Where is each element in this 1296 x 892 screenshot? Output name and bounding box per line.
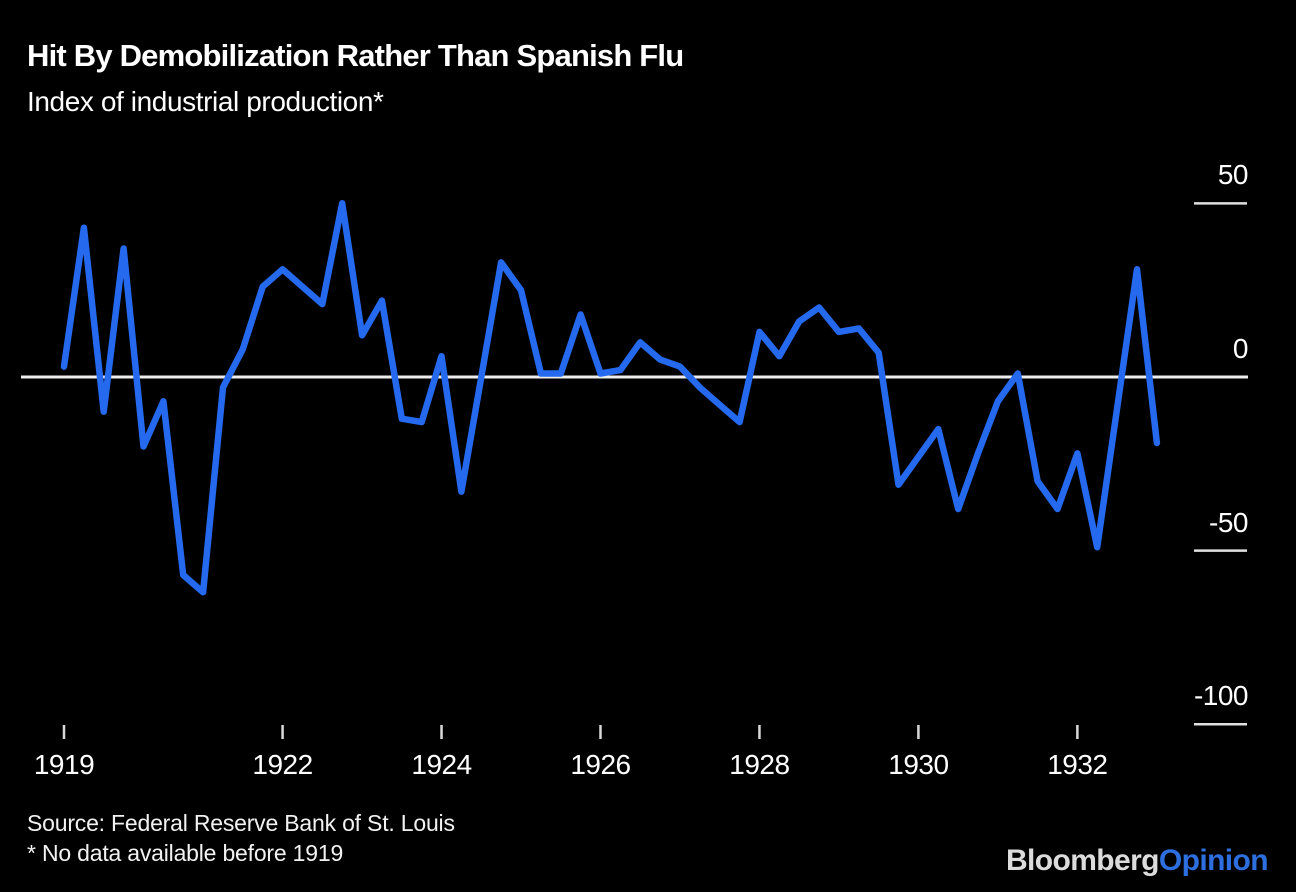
y-tick-label-2: -50 — [1209, 506, 1248, 538]
logo-opinion: Opinion — [1158, 844, 1269, 877]
x-tick-label-5: 1930 — [888, 749, 949, 780]
source-block: Source: Federal Reserve Bank of St. Loui… — [27, 808, 455, 868]
x-tick-label-4: 1928 — [729, 749, 790, 780]
y-tick-label-1: 0 — [1232, 333, 1249, 364]
chart-subtitle: Index of industrial production* — [27, 86, 384, 117]
logo-bloomberg: Bloomberg — [1005, 844, 1160, 877]
x-tick-marks — [62, 725, 1079, 739]
bloomberg-opinion-logo: BloombergOpinion — [1005, 844, 1269, 878]
source-text: Source: Federal Reserve Bank of St. Loui… — [27, 810, 455, 836]
x-tick-label-2: 1924 — [411, 749, 472, 780]
footnote-text: * No data available before 1919 — [27, 840, 344, 866]
y-tick-label-0: 50 — [1217, 159, 1249, 191]
y-tick-lines — [1194, 202, 1247, 726]
chart-title: Hit By Demobilization Rather Than Spanis… — [27, 38, 684, 73]
production-line — [60, 200, 1161, 596]
x-tick-label-6: 1932 — [1047, 749, 1108, 780]
x-tick-label-0: 1919 — [33, 749, 95, 780]
y-tick-label-3: -100 — [1193, 680, 1249, 712]
x-tick-label-3: 1926 — [570, 749, 631, 780]
x-tick-label-1: 1922 — [252, 749, 313, 780]
